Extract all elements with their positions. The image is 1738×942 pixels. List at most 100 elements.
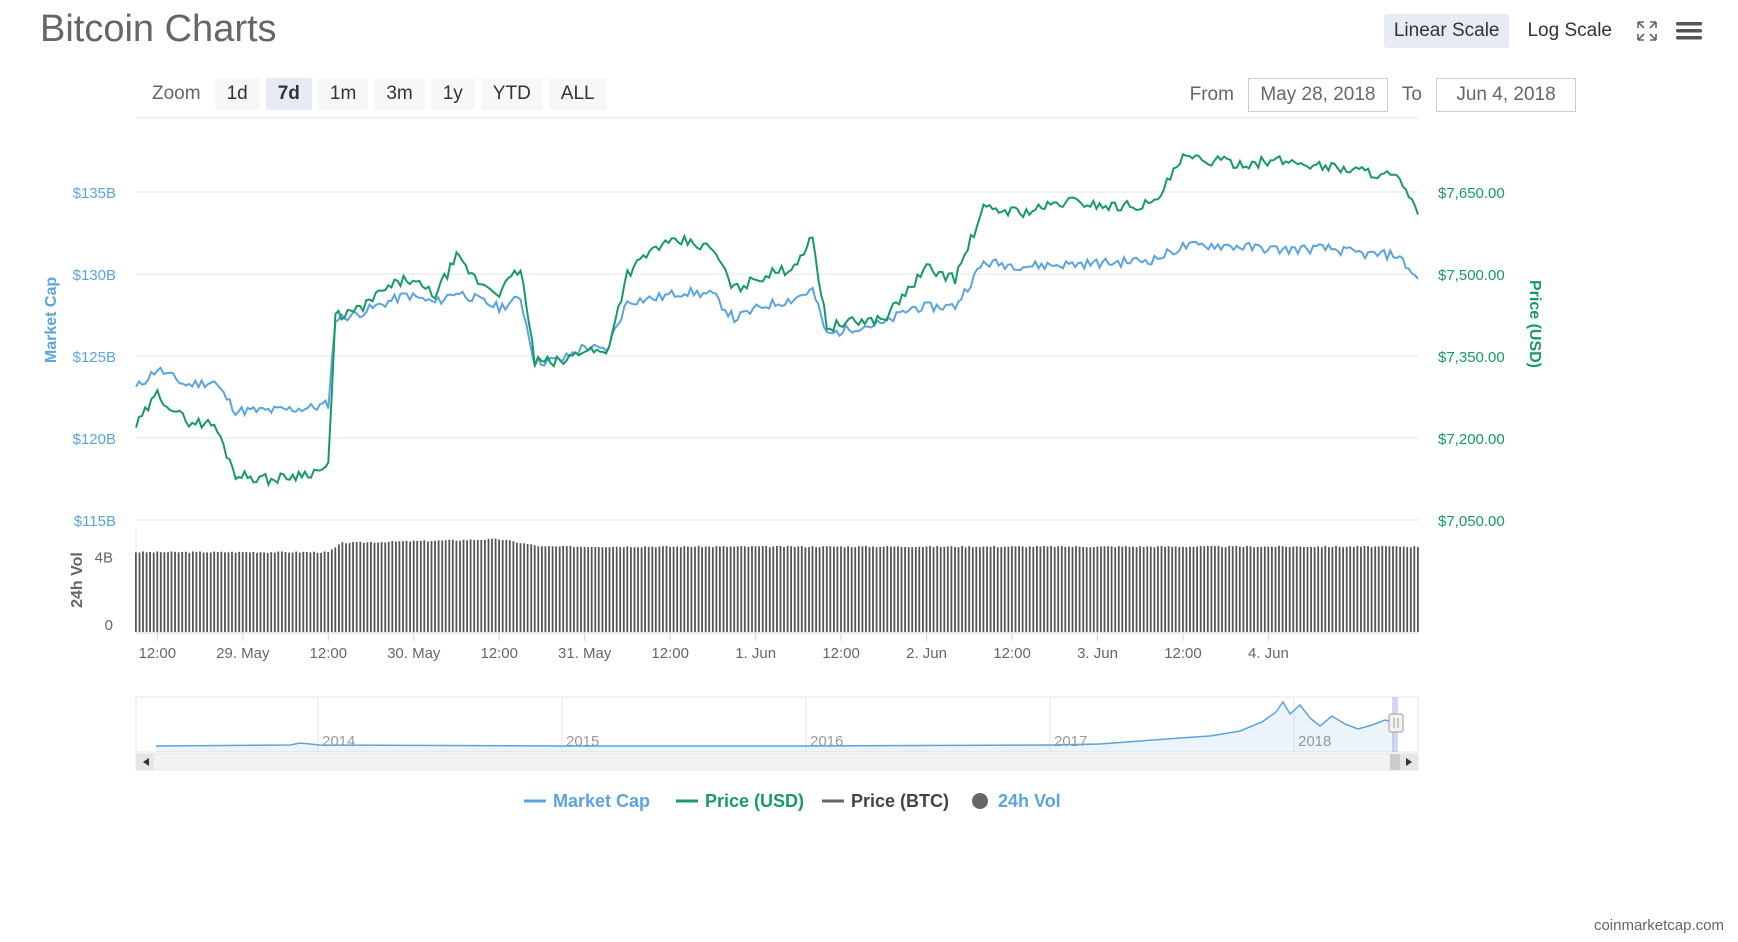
zoom-1d-button[interactable]: 1d [214, 78, 260, 110]
volume-column [804, 547, 807, 632]
x-axis-tick: 1. Jun [735, 645, 776, 662]
volume-column [334, 547, 337, 632]
volume-column [216, 552, 219, 632]
credit-link[interactable]: coinmarketcap.com [1593, 917, 1724, 934]
zoom-1m-button[interactable]: 1m [317, 78, 369, 110]
left-axis-title: Market Cap [43, 277, 60, 363]
volume-column [925, 546, 928, 632]
volume-column [900, 546, 903, 632]
zoom-1y-button[interactable]: 1y [430, 78, 475, 110]
volume-column [316, 552, 319, 632]
volume-column [893, 546, 896, 632]
zoom-7d-button[interactable]: 7d [265, 78, 312, 110]
volume-axis-tick: 4B [95, 550, 113, 567]
volume-column [768, 547, 771, 632]
volume-column [1406, 547, 1409, 632]
volume-column [964, 547, 967, 632]
volume-column [608, 547, 611, 632]
volume-column [783, 547, 785, 632]
volume-column [1320, 547, 1323, 632]
volume-column [501, 540, 504, 632]
volume-column [259, 552, 262, 632]
navigator-area [156, 702, 1394, 752]
volume-column [245, 552, 248, 632]
legend-item[interactable]: Market Cap [524, 791, 650, 811]
volume-column [576, 546, 579, 632]
legend-item[interactable]: 24h Vol [972, 791, 1061, 811]
volume-column [758, 546, 760, 632]
expand-icon[interactable] [1630, 14, 1664, 48]
hamburger-menu-icon[interactable] [1672, 14, 1706, 48]
scrollbar-thumb[interactable] [1390, 754, 1400, 770]
left-axis-tick: $135B [73, 185, 116, 202]
scrollbar-track[interactable] [135, 753, 1419, 771]
volume-column [177, 552, 180, 632]
left-axis-tick: $120B [73, 431, 116, 448]
volume-column [1196, 546, 1198, 632]
legend-label: 24h Vol [998, 791, 1061, 811]
zoom-all-button[interactable]: ALL [548, 78, 607, 110]
volume-column [195, 551, 198, 632]
volume-column [765, 545, 768, 632]
volume-column [829, 546, 832, 632]
legend-item[interactable]: Price (USD) [676, 791, 804, 811]
volume-column [936, 546, 939, 632]
volume-column [843, 547, 846, 632]
x-axis-tick: 12:00 [139, 645, 177, 662]
volume-column [615, 546, 618, 632]
volume-column [494, 538, 497, 632]
volume-column [149, 551, 151, 632]
from-date-input[interactable] [1247, 78, 1388, 112]
volume-column [355, 541, 358, 632]
volume-column [1203, 546, 1206, 632]
volume-column [590, 546, 593, 632]
volume-column [690, 547, 693, 632]
volume-column [152, 552, 155, 632]
volume-column [526, 544, 529, 632]
volume-column [541, 546, 543, 632]
volume-column [1185, 547, 1188, 632]
volume-column [786, 545, 789, 632]
volume-column [466, 540, 468, 632]
zoom-3m-button[interactable]: 3m [374, 78, 425, 110]
volume-column [1385, 546, 1387, 632]
volume-column [252, 552, 255, 632]
volume-column [1192, 546, 1195, 632]
volume-column [1228, 545, 1231, 632]
navigator-handle[interactable] [1388, 713, 1404, 733]
volume-column [224, 552, 226, 632]
volume-column [719, 546, 721, 632]
legend-swatch [972, 793, 988, 809]
left-axis-tick: $125B [73, 349, 116, 366]
volume-column [1331, 547, 1334, 632]
volume-column [1071, 546, 1074, 632]
volume-column [779, 546, 782, 632]
volume-column [1068, 546, 1070, 632]
volume-column [729, 546, 732, 632]
volume-column [1278, 545, 1280, 632]
volume-column [202, 552, 205, 632]
volume-column [231, 551, 233, 632]
volume-column [138, 552, 141, 632]
volume-column [939, 546, 942, 632]
volume-column [929, 545, 931, 632]
to-date-input[interactable] [1436, 78, 1576, 112]
volume-column [352, 542, 354, 632]
volume-column [398, 541, 401, 632]
volume-column [1011, 546, 1013, 632]
log-scale-button[interactable]: Log Scale [1517, 14, 1622, 48]
volume-column [1217, 546, 1220, 632]
volume-column [562, 545, 565, 632]
volume-column [1210, 545, 1213, 632]
legend-item[interactable]: Price (BTC) [822, 791, 949, 811]
volume-column [736, 546, 739, 632]
volume-column [491, 538, 493, 632]
volume-column [1345, 546, 1348, 632]
volume-column [533, 545, 536, 632]
volume-column [142, 551, 144, 632]
linear-scale-button[interactable]: Linear Scale [1383, 14, 1510, 48]
zoom-ytd-button[interactable]: YTD [480, 78, 543, 110]
volume-column [1285, 546, 1287, 632]
x-axis-tick: 12:00 [480, 645, 518, 662]
